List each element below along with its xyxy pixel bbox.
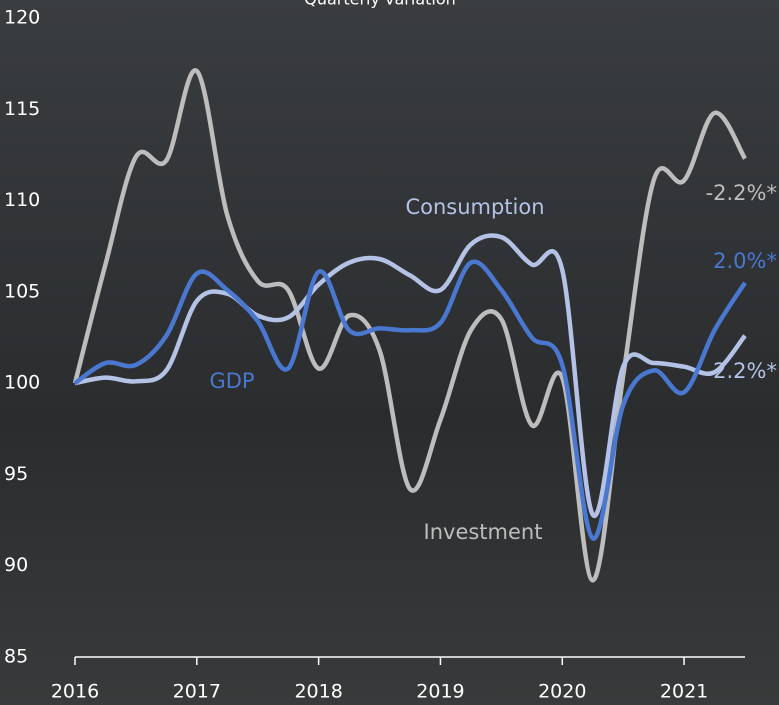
x-tick-label: 2019: [416, 681, 464, 703]
series-label: GDP: [209, 369, 254, 393]
end-annotation: -2.2%*: [706, 181, 777, 205]
x-tick-label: 2018: [294, 681, 342, 703]
x-tick-label: 2020: [538, 681, 586, 703]
end-annotation: 2.0%*: [713, 249, 777, 273]
series-label: Consumption: [405, 195, 544, 219]
chart: Quarterly variation 85 90 95 100 105 110 115 12…: [0, 0, 779, 705]
x-tick-label: 2017: [173, 681, 221, 703]
y-tick-label: 100: [4, 372, 40, 394]
x-tick-label: 2021: [660, 681, 708, 703]
page: {"chart_data": {"type": "line", "title":…: [0, 0, 779, 705]
x-tick-label: 2016: [51, 681, 99, 703]
end-annotation: 2.2%*: [713, 359, 777, 383]
y-tick-label: 120: [4, 7, 40, 29]
y-tick-label: 105: [4, 280, 40, 302]
y-tick-label: 110: [4, 189, 40, 211]
y-tick-label: 95: [4, 463, 28, 485]
y-tick-label: 85: [4, 646, 28, 668]
background: [0, 0, 779, 705]
y-tick-label: 115: [4, 98, 40, 120]
series-label: Investment: [424, 520, 543, 544]
y-tick-label: 90: [4, 554, 28, 576]
chart-title: Quarterly variation: [304, 0, 456, 9]
